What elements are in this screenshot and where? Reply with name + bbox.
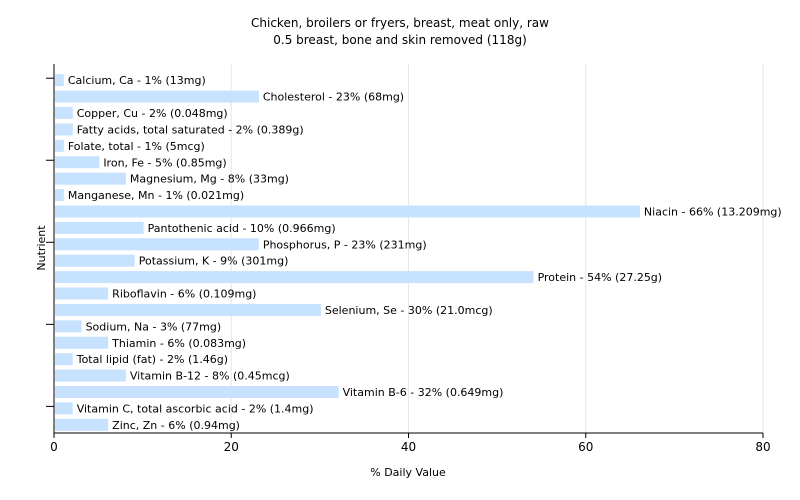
bar-label: Magnesium, Mg - 8% (33mg) [130, 173, 289, 186]
bar-label: Vitamin C, total ascorbic acid - 2% (1.4… [77, 402, 314, 415]
y-axis-label: Nutrient [35, 225, 48, 271]
x-ticks: 0 20 40 60 80 [50, 433, 771, 454]
bar-label: Vitamin B-6 - 32% (0.649mg) [343, 386, 504, 399]
bar [55, 172, 126, 185]
bar-label: Vitamin B-12 - 8% (0.45mcg) [130, 370, 290, 383]
bar-label: Riboflavin - 6% (0.109mg) [112, 288, 256, 301]
chart-subtitle: 0.5 breast, bone and skin removed (118g) [273, 33, 527, 47]
bar [55, 189, 64, 202]
bar-label: Copper, Cu - 2% (0.048mg) [77, 107, 228, 120]
bar-label: Manganese, Mn - 1% (0.021mg) [68, 189, 244, 202]
bar [55, 303, 321, 316]
bar [55, 271, 534, 284]
chart-title: Chicken, broilers or fryers, breast, mea… [251, 16, 549, 30]
bar-label: Iron, Fe - 5% (0.85mg) [103, 156, 226, 169]
bar-label: Selenium, Se - 30% (21.0mcg) [325, 304, 493, 317]
bar [55, 205, 640, 218]
bar [55, 123, 73, 136]
x-tick-label: 20 [224, 440, 239, 454]
bar [55, 254, 135, 267]
bar [55, 90, 259, 103]
bar [55, 336, 109, 349]
bar-label: Folate, total - 1% (5mcg) [68, 140, 205, 153]
bar [55, 353, 73, 366]
bar-label: Fatty acids, total saturated - 2% (0.389… [77, 123, 304, 136]
bar-label: Pantothenic acid - 10% (0.966mg) [148, 222, 336, 235]
bar-label: Potassium, K - 9% (301mg) [139, 255, 289, 268]
bar [55, 287, 109, 300]
gridlines [230, 64, 764, 433]
bar [55, 74, 64, 87]
x-tick-label: 60 [578, 440, 593, 454]
bar-label: Niacin - 66% (13.209mg) [644, 205, 782, 218]
bar-label: Protein - 54% (27.25g) [538, 271, 663, 284]
bar [55, 320, 82, 333]
bar-label: Total lipid (fat) - 2% (1.46g) [76, 353, 228, 366]
bar-label: Thiamin - 6% (0.083mg) [111, 337, 246, 350]
bar [55, 369, 126, 382]
bar [55, 402, 73, 415]
bar [55, 107, 73, 120]
x-tick-label: 0 [50, 440, 58, 454]
bar [55, 238, 259, 251]
bars: Calcium, Ca - 1% (13mg) Cholesterol - 23%… [55, 74, 782, 432]
bar-label: Calcium, Ca - 1% (13mg) [68, 74, 206, 87]
bar-label: Sodium, Na - 3% (77mg) [86, 320, 222, 333]
bar [55, 418, 109, 431]
x-tick-label: 80 [755, 440, 770, 454]
bar-label: Cholesterol - 23% (68mg) [263, 91, 404, 104]
x-axis-label: % Daily Value [370, 466, 446, 479]
bar [55, 156, 100, 169]
bar [55, 139, 64, 152]
bar-label: Phosphorus, P - 23% (231mg) [263, 238, 427, 251]
bar [55, 385, 339, 398]
bar-label: Zinc, Zn - 6% (0.94mg) [112, 419, 240, 432]
bar [55, 221, 144, 234]
x-tick-label: 40 [401, 440, 416, 454]
